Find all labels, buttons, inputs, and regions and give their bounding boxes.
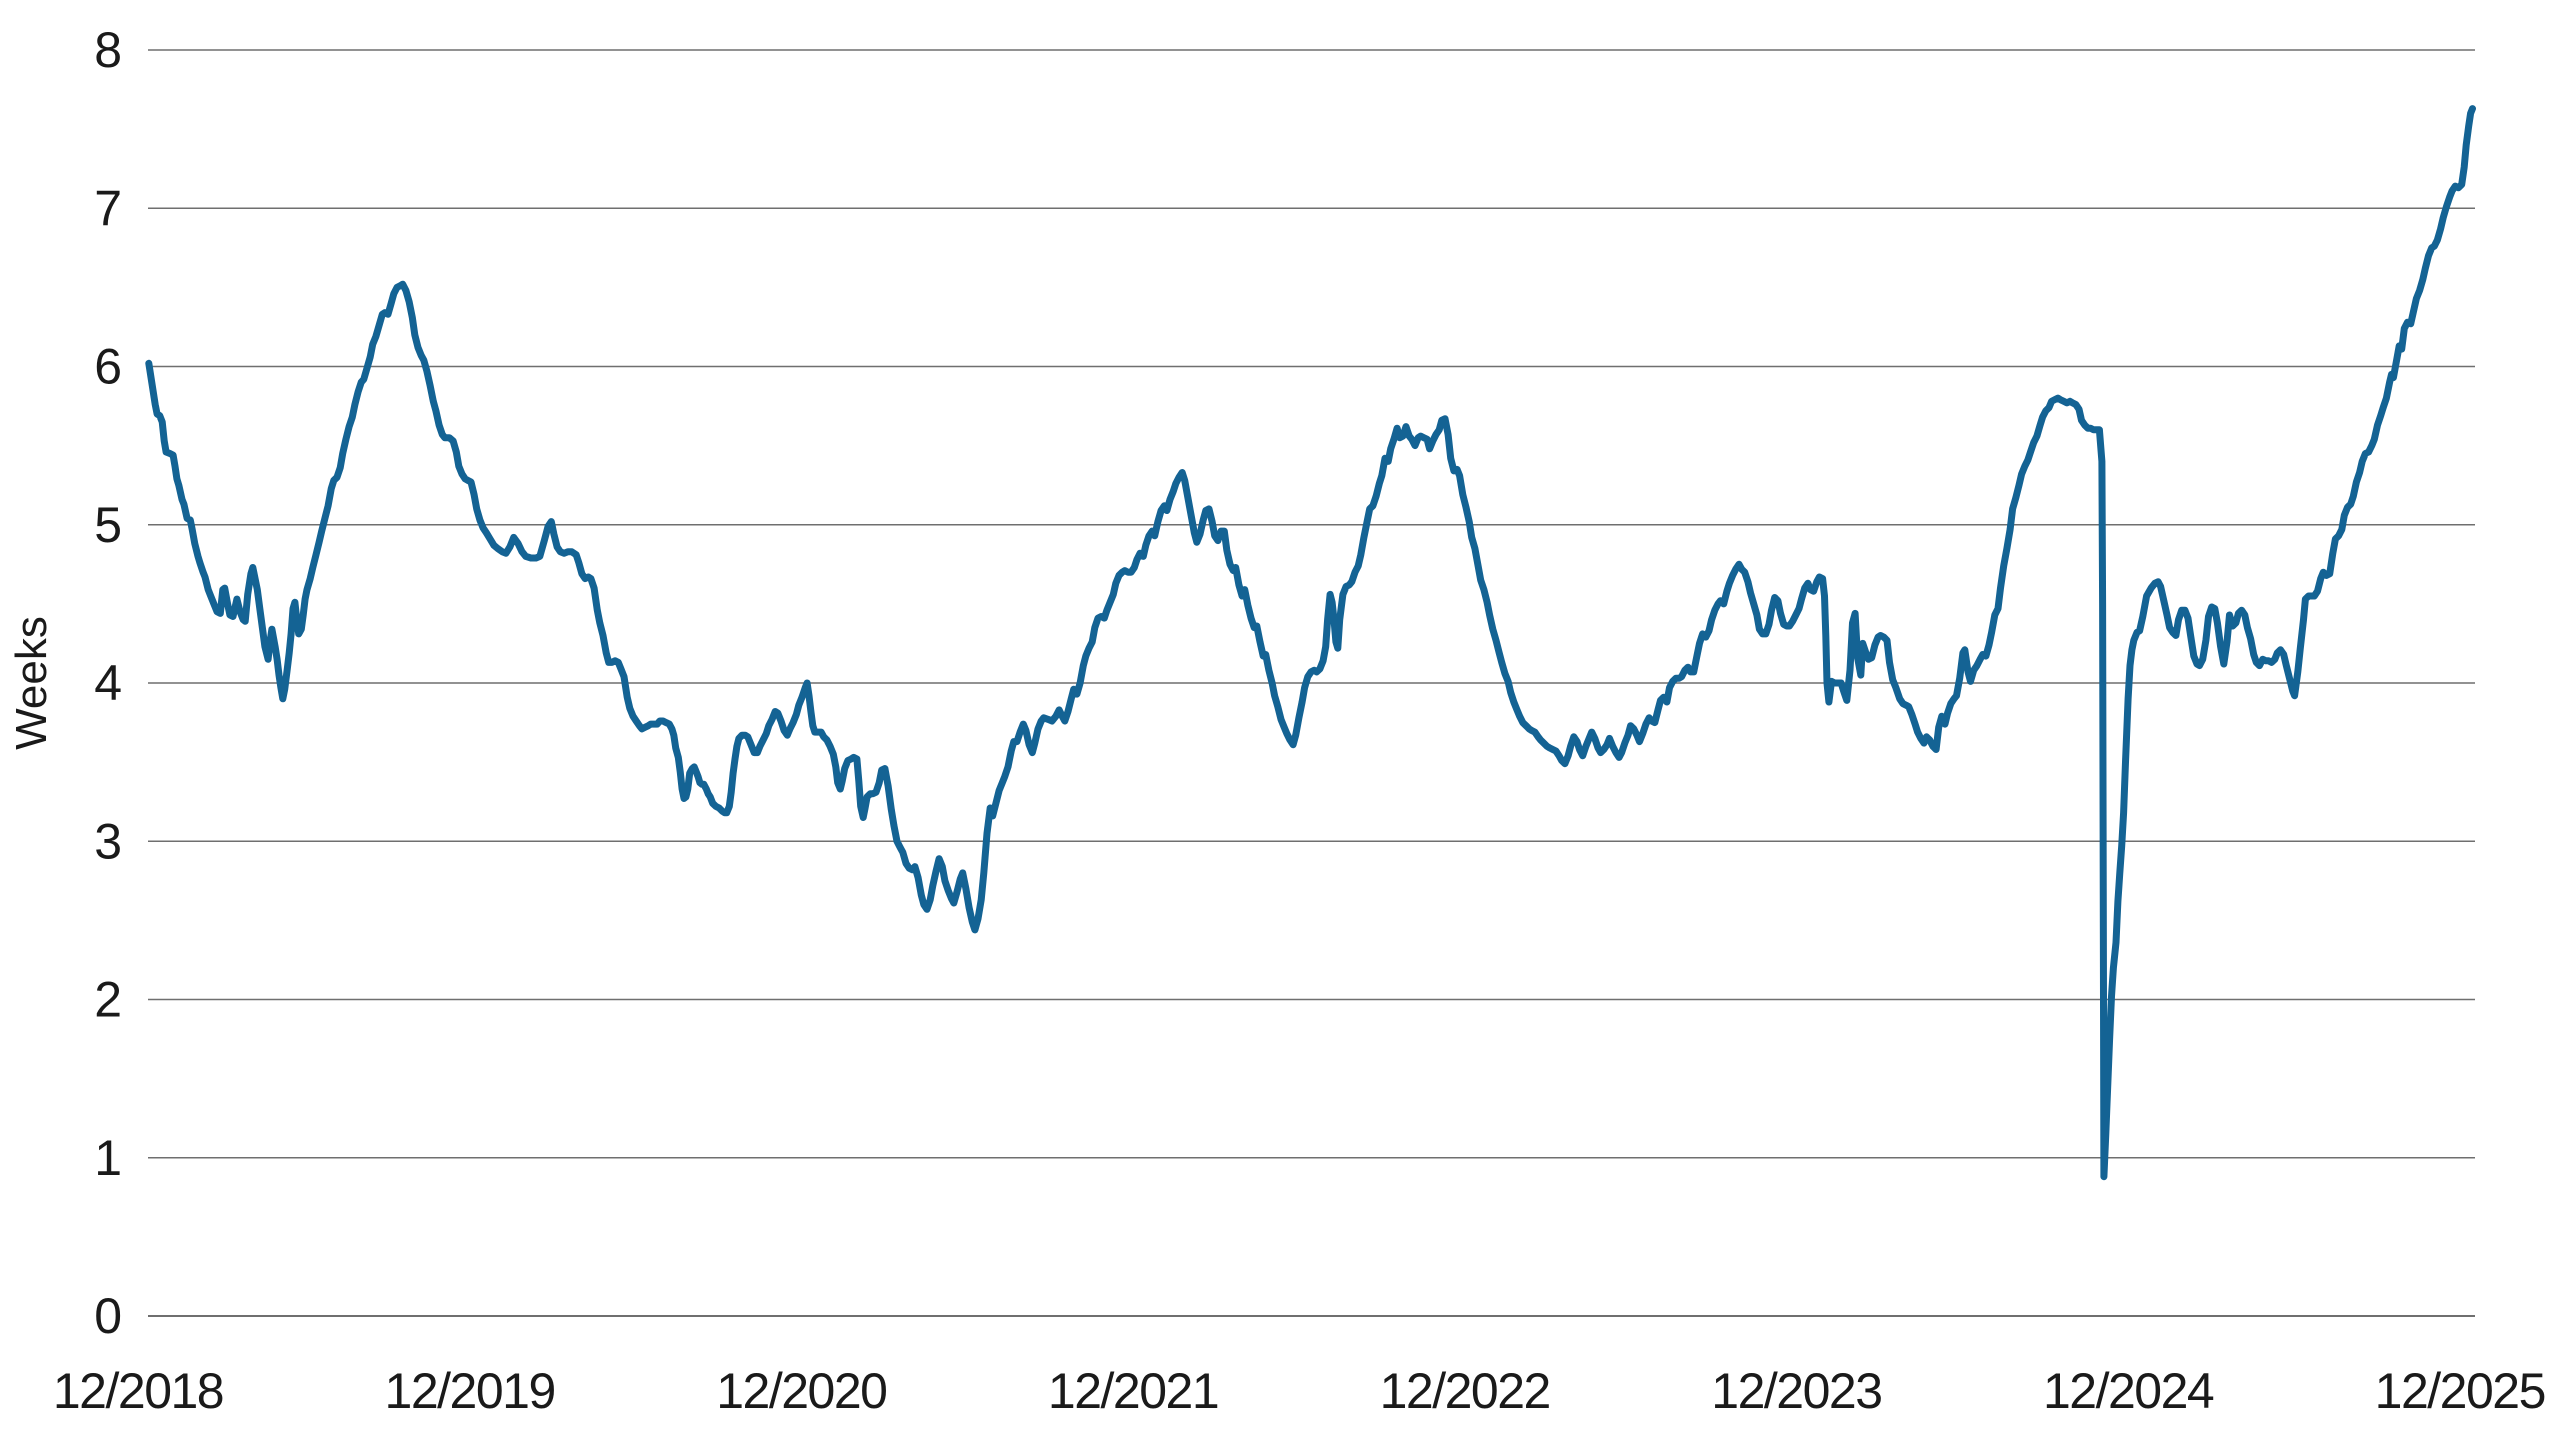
y-tick-label-4: 4 <box>94 655 122 711</box>
data-series <box>145 105 2476 1181</box>
y-tick-label-2: 2 <box>94 972 122 1028</box>
x-tick-label-12-2019: 12/2019 <box>385 1363 555 1419</box>
y-tick-label-7: 7 <box>94 180 122 236</box>
y-axis-tick-labels: 0 1 2 3 4 5 6 7 8 <box>94 22 122 1344</box>
y-axis-title: Weeks <box>7 616 56 750</box>
gridlines <box>148 49 2475 1317</box>
x-tick-label-12-2024: 12/2024 <box>2043 1363 2214 1419</box>
x-tick-label-12-2023: 12/2023 <box>1711 1363 1881 1419</box>
y-tick-label-1: 1 <box>94 1130 122 1186</box>
x-tick-label-12-2025: 12/2025 <box>2375 1363 2545 1419</box>
y-tick-label-0: 0 <box>94 1288 122 1344</box>
x-tick-label-12-2020: 12/2020 <box>716 1363 886 1419</box>
y-tick-label-3: 3 <box>94 813 122 869</box>
x-axis-tick-labels: 12/2018 12/2019 12/2020 12/2021 12/2022 12/20… <box>53 1363 2547 1419</box>
y-tick-label-5: 5 <box>94 497 122 553</box>
series-line-weeks <box>145 105 2476 1181</box>
y-tick-label-8: 8 <box>94 22 122 78</box>
x-tick-label-12-2018: 12/2018 <box>53 1363 223 1419</box>
y-tick-label-6: 6 <box>94 339 122 395</box>
x-tick-label-12-2022: 12/2022 <box>1380 1363 1550 1419</box>
x-tick-label-12-2021: 12/2021 <box>1048 1363 1218 1419</box>
